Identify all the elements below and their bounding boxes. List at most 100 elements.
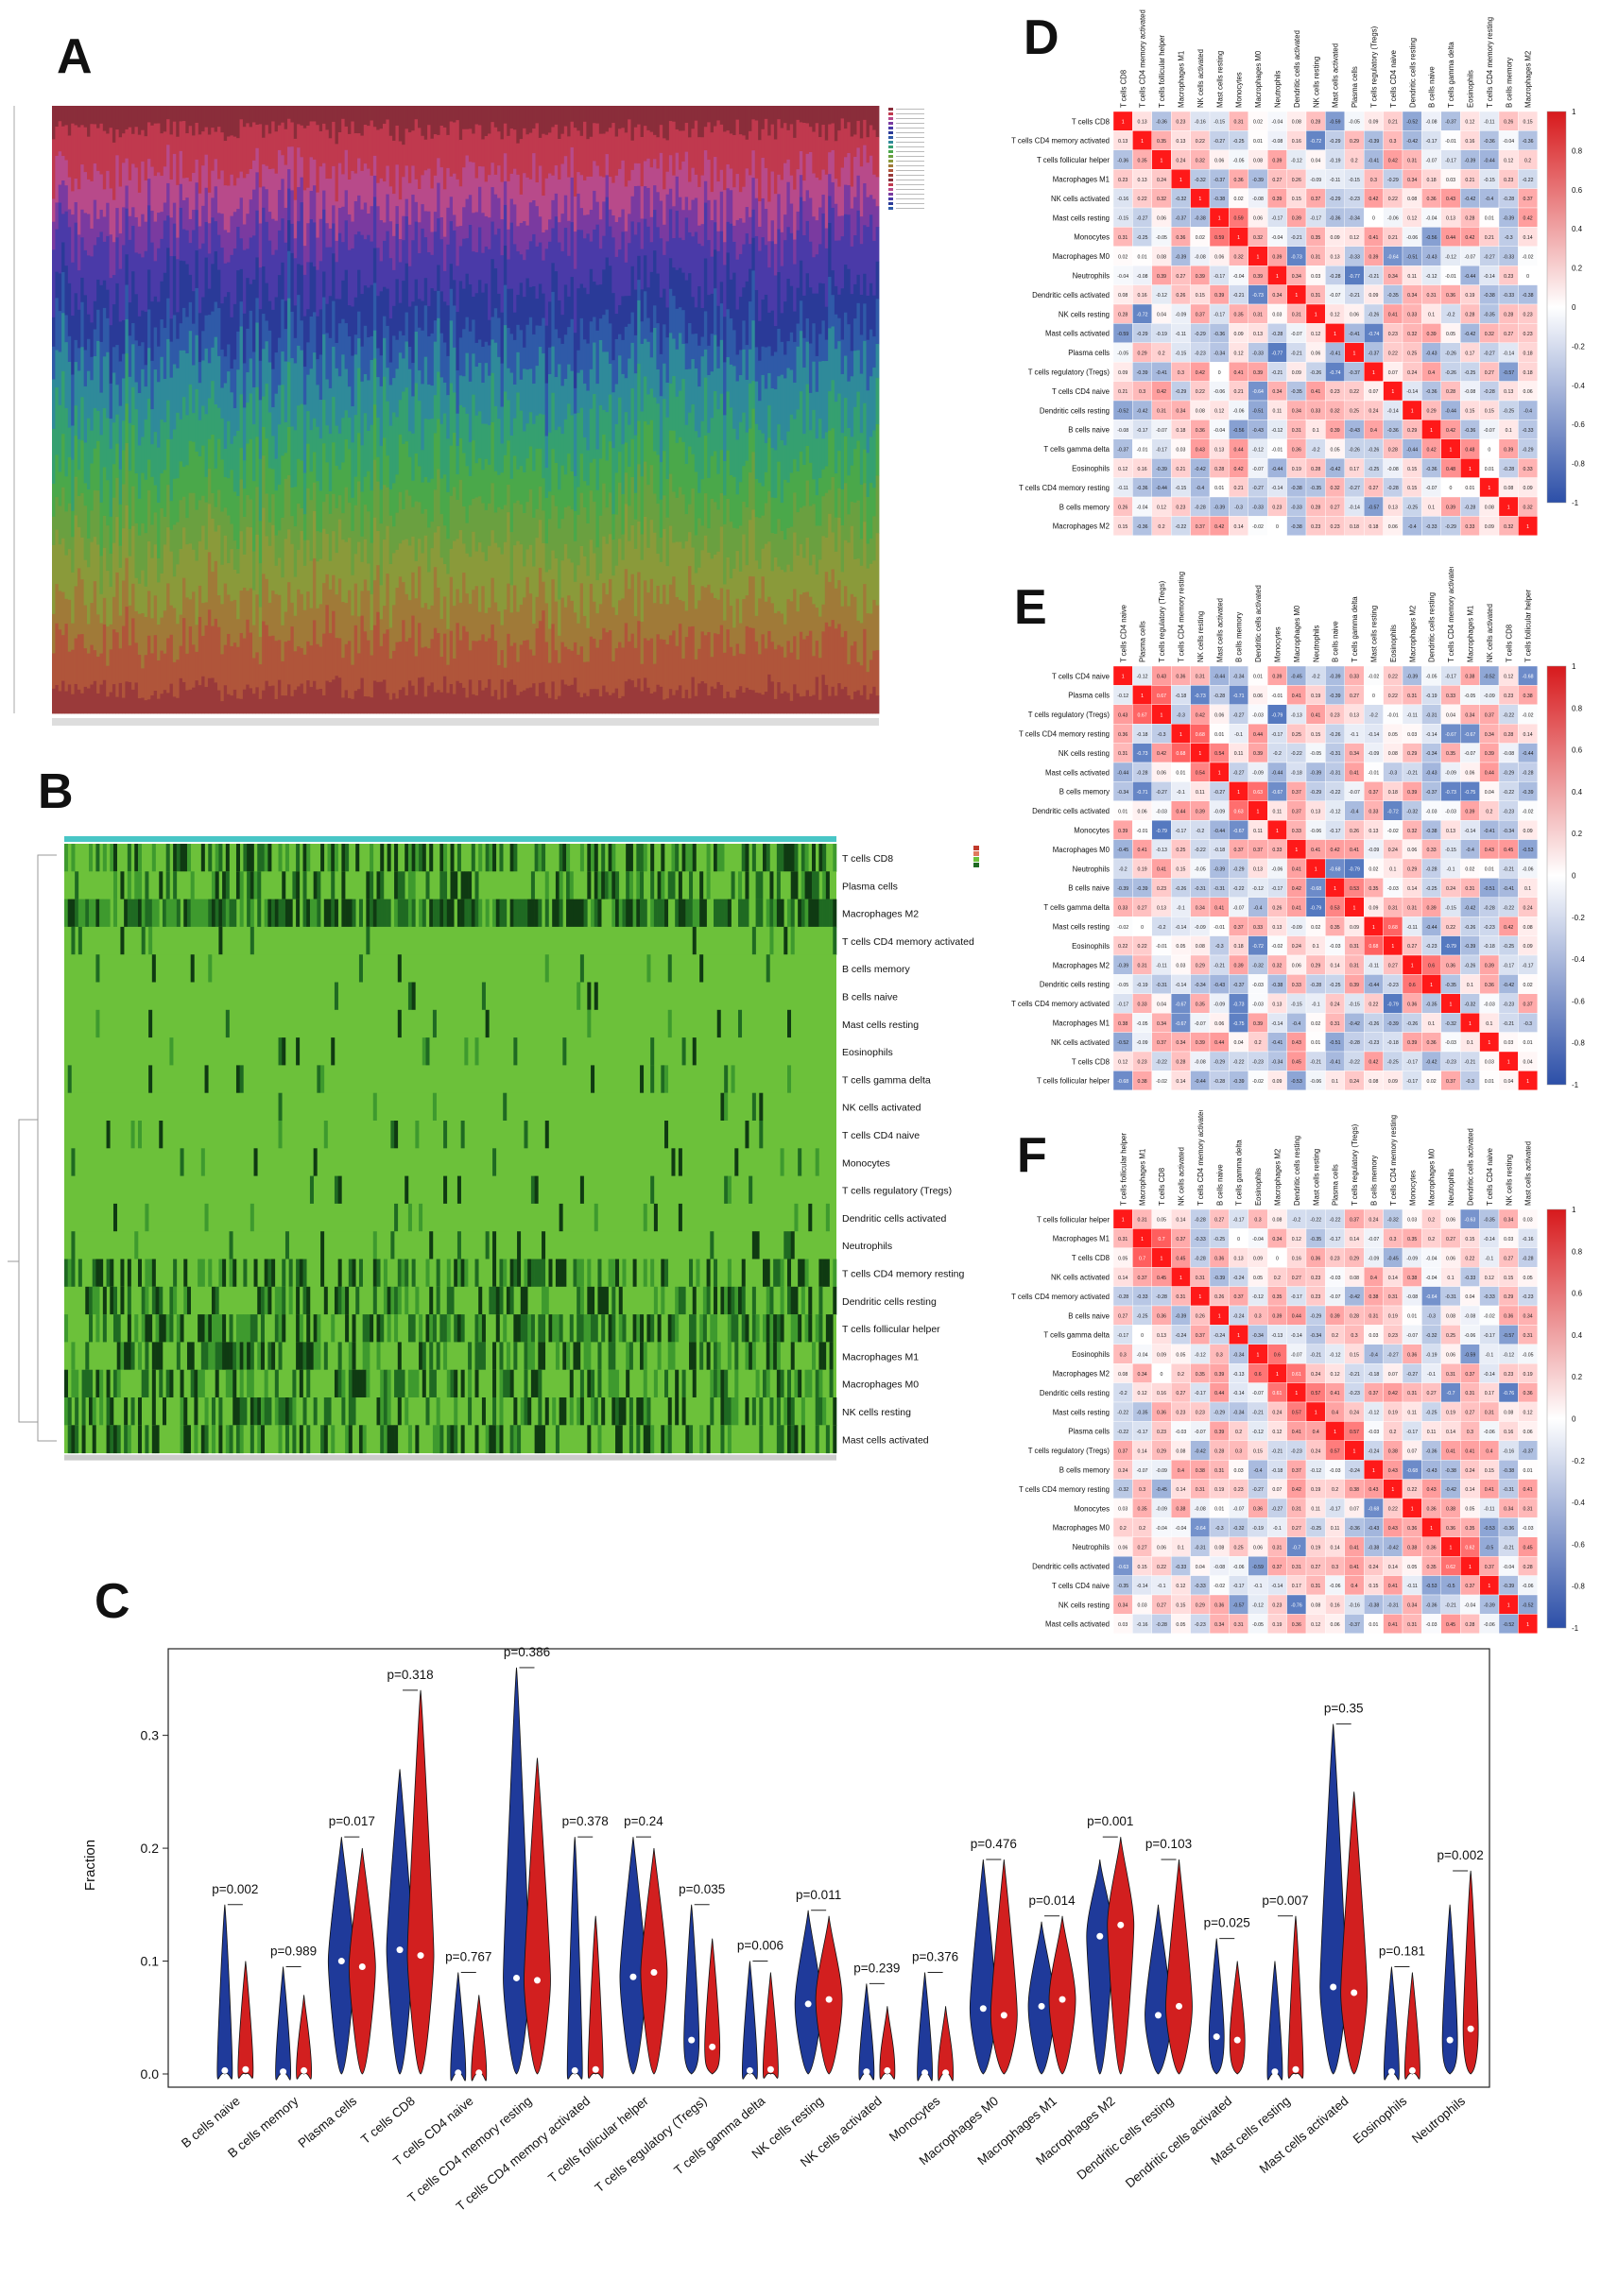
colorbar-tick: 0.8 (1572, 704, 1583, 712)
violin-panel: Fraction 0.0 0.1 0.2 0.3 p=0.002 B cells naive… (66, 1639, 1503, 2291)
heatmap-row-label: Monocytes (842, 1157, 890, 1169)
violin-group-2 (640, 1848, 668, 2075)
x-tick-label: T cells CD8 (358, 2094, 418, 2147)
matrix-row-label: B cells naive (1068, 884, 1110, 893)
heatmap-row-label: B cells memory (842, 964, 911, 975)
violin-group-2-median (301, 2066, 308, 2074)
violin-group-1 (327, 1837, 355, 2075)
matrix-col-label: Dendritic cells activated (1466, 1128, 1474, 1206)
violin-group-1-median (746, 2066, 753, 2074)
colorbar-tick: 0.2 (1572, 1373, 1583, 1381)
heatmap-row-label: Dendritic cells resting (842, 1296, 937, 1308)
violin-group-1 (742, 1961, 758, 2080)
violin-group-2 (1107, 1837, 1135, 2075)
violin-group-1-median (571, 2066, 578, 2074)
violin-group-2-median (825, 1996, 833, 2003)
heatmap-row-label: Mast cells resting (842, 1019, 919, 1031)
violin-group-2-median (1176, 2002, 1182, 2010)
matrix-row-label: T cells follicular helper (1037, 1077, 1110, 1086)
colorbar-tick: -0.8 (1572, 460, 1585, 469)
violin-group-2 (1340, 1791, 1369, 2075)
dendrogram (8, 854, 57, 1442)
p-value-label: p=0.011 (796, 1888, 841, 1902)
matrix-col-label: T cells CD4 memory activated (1196, 1110, 1205, 1206)
matrix-col-label: T cells CD4 naive (1119, 605, 1128, 662)
heatmap-row-label: NK cells activated (842, 1103, 921, 1114)
panel-letter-e: E (1014, 580, 1047, 635)
matrix-row-label: Macrophages M2 (1053, 523, 1110, 531)
matrix-col-label: Plasma cells (1139, 621, 1147, 662)
matrix-row-label: T cells regulatory (Tregs) (1028, 1447, 1110, 1455)
violin-group-2-median (1292, 2065, 1300, 2073)
stacked-bar-chart (13, 106, 924, 726)
matrix-row-label: Macrophages M2 (1053, 1369, 1110, 1378)
legend (888, 108, 924, 210)
matrix-row-label: Neutrophils (1073, 1543, 1110, 1551)
violin-group-2-median (709, 2043, 716, 2050)
violin-group-2 (1287, 1915, 1304, 2079)
violin-group-1-median (629, 1973, 637, 1980)
violin-group-2 (237, 1961, 254, 2079)
heatmap-row-label: T cells CD4 memory resting (842, 1269, 964, 1280)
matrix-cells: 1 0.13 -0.36 0.23 -0.16 -0.15 0.31 0.02 -0.04 0.0… (1112, 111, 1539, 537)
matrix-col-label: T cells CD8 (1158, 1168, 1166, 1206)
violin-group-2-median (1117, 1921, 1125, 1928)
annotation-bar (64, 836, 836, 842)
violin-group-2-median (1000, 2012, 1007, 2019)
matrix-col-label: T cells gamma delta (1235, 1139, 1244, 1206)
p-value-label: p=0.376 (912, 1949, 958, 1963)
violin-group-2 (348, 1848, 376, 2075)
stacked-bars (52, 106, 880, 714)
violin-group-1-median (455, 2069, 462, 2077)
p-value-label: p=0.025 (1204, 1916, 1250, 1930)
violin-group-1 (969, 1859, 997, 2075)
violin-group-1 (1208, 1938, 1225, 2075)
panel-letter-c: C (95, 1574, 130, 1629)
matrix-row-label: Dendritic cells activated (1032, 291, 1110, 300)
matrix-row-label: Monocytes (1074, 826, 1110, 834)
sample-label-strip (64, 1454, 836, 1461)
p-value-label: p=0.989 (270, 1945, 317, 1959)
matrix-row-label: Mast cells activated (1045, 768, 1110, 777)
matrix-row-label: Dendritic cells activated (1032, 1562, 1110, 1570)
violin-group-1-median (1038, 2002, 1045, 2010)
violin-group-2-median (1351, 1989, 1358, 1996)
matrix-col-label: B cells naive (1215, 1164, 1224, 1206)
colorbar-tick: 0.8 (1572, 1247, 1583, 1256)
matrix-col-label: Dendritic cells resting (1428, 592, 1437, 662)
colorbar-tick: 0.6 (1572, 1290, 1583, 1298)
matrix-col-label: Eosinophils (1389, 625, 1398, 662)
corr-panel-d: 1 0.13 -0.36 0.23 -0.16 -0.15 0.31 0.02 -0.04 0.0… (992, 0, 1601, 562)
p-value-label: p=0.002 (1437, 1848, 1484, 1862)
matrix-col-label: Mast cells activated (1332, 43, 1340, 108)
matrix-row-label: Mast cells resting (1053, 214, 1110, 222)
matrix-col-label: Neutrophils (1273, 70, 1282, 108)
p-value-label: p=0.001 (1087, 1814, 1133, 1828)
heatmap-row-label: T cells follicular helper (842, 1324, 940, 1335)
heatmap-cells (64, 844, 837, 1454)
p-value-label: p=0.103 (1145, 1837, 1192, 1851)
matrix-col-label: T cells CD4 naive (1389, 50, 1398, 108)
panel-letter-f: F (1017, 1128, 1047, 1183)
violin-group-1-median (804, 2000, 812, 2008)
p-value-label: p=0.318 (387, 1668, 433, 1682)
heatmap-legend (973, 846, 979, 867)
y-tick-label: 0.0 (141, 2066, 160, 2082)
violin-group-2-median (1467, 2025, 1474, 2032)
matrix-row-label: Macrophages M1 (1053, 1235, 1110, 1243)
matrix-row-label: NK cells activated (1051, 195, 1110, 203)
matrix-row-label: T cells CD4 memory resting (1019, 729, 1110, 738)
violin-group-1-median (396, 1946, 404, 1954)
immune-heatmap: T cells CD8 Plasma cells Macrophages M2 T c… (8, 836, 979, 1461)
matrix-row-label: T cells follicular helper (1037, 156, 1110, 164)
violin-group-1 (917, 1972, 933, 2082)
colorbar-tick: -0.6 (1572, 1540, 1585, 1549)
violin-group-1-median (1446, 2036, 1454, 2044)
matrix-row-label: Macrophages M1 (1053, 1019, 1110, 1027)
matrix-col-label: T cells gamma delta (1447, 42, 1455, 108)
heatmap-row-label: T cells CD8 (842, 853, 893, 865)
y-tick-label: 0.1 (141, 1954, 160, 1969)
matrix-row-label: Neutrophils (1073, 865, 1110, 873)
colorbar-tick: 0.4 (1572, 788, 1583, 797)
violin-group-1 (794, 1910, 822, 2075)
